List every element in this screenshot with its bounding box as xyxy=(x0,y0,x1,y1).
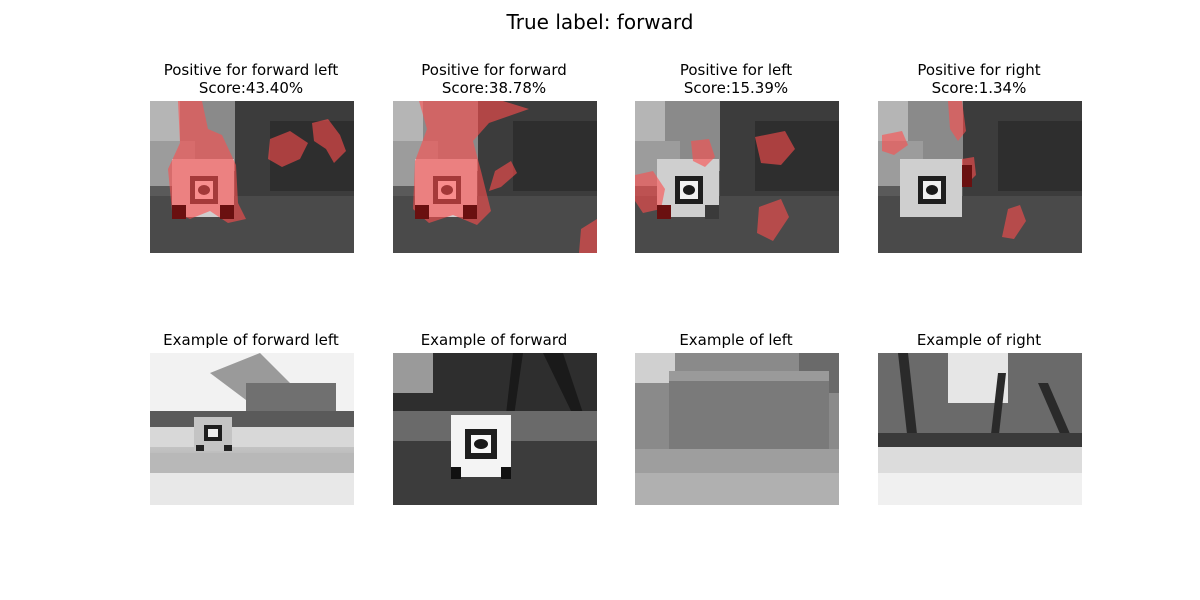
panel-label: Positive for right xyxy=(917,61,1041,79)
panel-score: Score:43.40% xyxy=(198,79,304,97)
panel-label: Example of left xyxy=(679,331,793,349)
image-example-forward-left xyxy=(150,353,354,505)
image-positive-left xyxy=(635,101,839,253)
panel-label: Positive for forward left xyxy=(163,61,339,79)
panel-score: Score:1.34% xyxy=(931,79,1027,97)
panel-title-example-forward: Example of forward xyxy=(364,331,624,349)
image-example-forward xyxy=(393,353,597,505)
panel-title-positive-left: Positive for left Score:15.39% xyxy=(606,61,866,97)
panel-title-example-right: Example of right xyxy=(849,331,1109,349)
image-positive-forward xyxy=(393,101,597,253)
panel-label: Example of forward xyxy=(420,331,568,349)
panel-score: Score:15.39% xyxy=(683,79,789,97)
image-example-left xyxy=(635,353,839,505)
image-positive-right xyxy=(878,101,1082,253)
panel-title-positive-right: Positive for right Score:1.34% xyxy=(849,61,1109,97)
panel-label: Positive for left xyxy=(679,61,793,79)
figure-title: True label: forward xyxy=(506,10,694,34)
panel-label: Example of forward left xyxy=(163,331,339,349)
panel-label: Example of right xyxy=(916,331,1042,349)
panel-title-example-forward-left: Example of forward left xyxy=(121,331,381,349)
image-positive-forward-left xyxy=(150,101,354,253)
image-example-right xyxy=(878,353,1082,505)
panel-label: Positive for forward xyxy=(421,61,567,79)
panel-title-positive-forward: Positive for forward Score:38.78% xyxy=(364,61,624,97)
panel-title-positive-forward-left: Positive for forward left Score:43.40% xyxy=(121,61,381,97)
panel-score: Score:38.78% xyxy=(441,79,547,97)
panel-title-example-left: Example of left xyxy=(606,331,866,349)
